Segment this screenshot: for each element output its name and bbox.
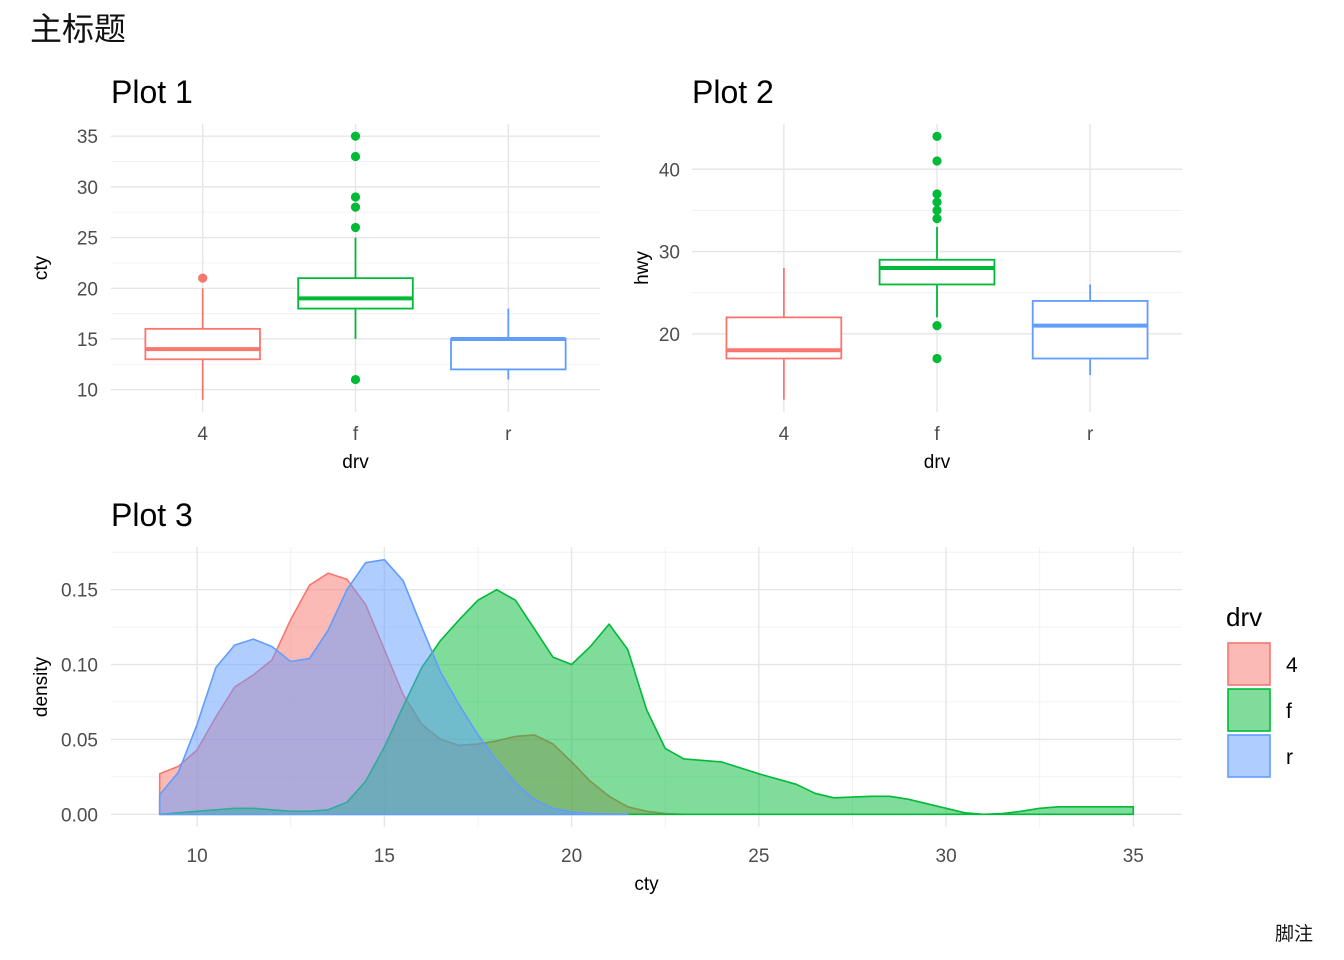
y-tick-label: 20 xyxy=(77,279,98,300)
outlier-point xyxy=(350,151,361,162)
legend: drv 4 fr xyxy=(1226,602,1298,778)
outlier-point xyxy=(932,321,942,331)
outlier-point xyxy=(932,205,942,215)
box-f xyxy=(297,131,414,385)
box-4 xyxy=(725,268,843,400)
y-tick-label: 0.10 xyxy=(61,656,98,677)
plot-title: Plot 2 xyxy=(692,74,774,110)
x-tick-label: f xyxy=(934,424,940,445)
x-tick-label: 4 xyxy=(779,424,790,445)
y-tick-label: 0.15 xyxy=(61,581,98,602)
legend-key-r xyxy=(1227,734,1271,778)
y-tick-label: 40 xyxy=(659,160,680,181)
plot-2: 20 30 40 4 f r Plot 2 drv hwy xyxy=(632,74,1182,473)
y-axis-label: cty xyxy=(31,255,52,280)
outlier-point xyxy=(350,131,361,141)
outlier-point xyxy=(350,202,361,212)
legend-key-4 xyxy=(1227,642,1271,686)
legend-label: f xyxy=(1286,700,1292,723)
outlier-point xyxy=(198,273,208,283)
x-tick-label: 10 xyxy=(187,846,208,867)
y-axis-label: density xyxy=(31,656,52,717)
outlier-point xyxy=(932,189,942,199)
box-body xyxy=(878,258,996,286)
x-tick-label: 20 xyxy=(561,846,582,867)
y-tick-label: 10 xyxy=(77,381,98,402)
outlier-point xyxy=(932,197,942,207)
outlier-point xyxy=(350,374,361,385)
box-4 xyxy=(144,273,261,400)
y-tick-label: 15 xyxy=(77,330,98,351)
plot-1: 10 15 20 25 30 35 4 f r Plot 1 drv cty xyxy=(31,74,600,473)
outlier-point xyxy=(932,156,942,166)
y-tick-label: 25 xyxy=(77,229,98,250)
x-tick-label: 25 xyxy=(748,846,769,867)
outlier-point xyxy=(932,214,942,224)
legend-label: r xyxy=(1286,746,1293,769)
density-area-r xyxy=(158,558,629,816)
y-tick-label: 35 xyxy=(77,127,98,148)
outlier-point xyxy=(350,192,361,202)
legend-key-f xyxy=(1227,688,1271,732)
box-body xyxy=(297,277,414,310)
box-body xyxy=(450,338,567,371)
x-tick-label: f xyxy=(353,424,359,445)
outlier-point xyxy=(350,222,361,233)
legend-label: 4 xyxy=(1286,654,1298,677)
outlier-point xyxy=(932,131,942,141)
caption: 脚注 xyxy=(1275,923,1313,945)
main-title: 主标题 xyxy=(30,10,126,48)
box-body xyxy=(144,327,261,361)
x-tick-label: r xyxy=(1087,424,1094,445)
y-axis-label: hwy xyxy=(632,251,653,285)
plot-title: Plot 1 xyxy=(111,74,193,110)
x-tick-label: 30 xyxy=(936,846,957,867)
x-tick-label: 4 xyxy=(197,424,208,445)
box-f xyxy=(878,131,996,364)
x-axis-label: drv xyxy=(342,452,369,473)
y-tick-label: 20 xyxy=(659,325,680,346)
x-tick-label: 35 xyxy=(1123,846,1144,867)
plot-3: 10 15 20 25 30 35 0.00 0.05 0.10 0.15 Plot 3 cty den… xyxy=(31,497,1182,895)
y-tick-label: 30 xyxy=(77,178,98,199)
plot-title: Plot 3 xyxy=(111,497,193,533)
box-r xyxy=(1031,284,1149,375)
y-tick-label: 0.00 xyxy=(61,805,98,826)
y-tick-label: 0.05 xyxy=(61,730,98,751)
outlier-point xyxy=(932,353,942,364)
x-tick-label: r xyxy=(505,424,512,445)
y-tick-label: 30 xyxy=(659,243,680,264)
box-body xyxy=(725,316,843,360)
box-body xyxy=(1031,300,1149,360)
box-r xyxy=(450,308,567,380)
x-axis-label: cty xyxy=(634,874,659,895)
x-axis-label: drv xyxy=(924,452,951,473)
x-tick-label: 15 xyxy=(374,846,395,867)
legend-title: drv xyxy=(1226,602,1262,632)
